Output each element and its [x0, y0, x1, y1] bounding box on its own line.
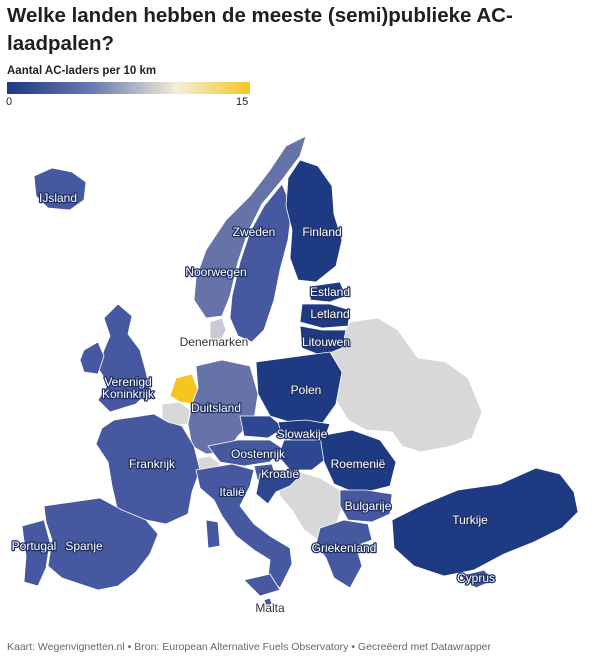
country-sweden[interactable]: [229, 183, 293, 343]
country-iceland[interactable]: [33, 167, 87, 211]
country-malta[interactable]: [263, 597, 273, 607]
label-noorwegen: Noorwegen: [185, 265, 246, 279]
country-cyprus[interactable]: [459, 569, 495, 589]
label-portugal: Portugal: [12, 539, 57, 553]
label-cyprus: Cyprus: [457, 571, 495, 585]
legend-title: Aantal AC-laders per 10 km: [7, 65, 157, 77]
label-frankrijk: Frankrijk: [129, 457, 176, 471]
label-finland: Finland: [302, 225, 341, 239]
country-france[interactable]: [95, 413, 201, 525]
label-polen: Polen: [291, 383, 322, 397]
label-bulgarije: Bulgarije: [345, 499, 392, 513]
label-litouwen: Litouwen: [302, 335, 350, 349]
country-denmark[interactable]: [209, 317, 227, 343]
country-ireland[interactable]: [79, 341, 105, 375]
country-sicily[interactable]: [243, 573, 281, 597]
label-denemarken: Denemarken: [180, 335, 249, 349]
label-slowakije: Slowakije: [277, 427, 328, 441]
country-poland[interactable]: [255, 351, 343, 425]
label-turkije: Turkije: [452, 513, 488, 527]
country-italy[interactable]: [195, 463, 293, 589]
country-finland[interactable]: [285, 159, 343, 283]
country-latvia[interactable]: [299, 303, 351, 329]
country-sardinia[interactable]: [205, 519, 221, 549]
label-ijsland: IJsland: [39, 191, 77, 205]
legend-min-label: 0: [6, 96, 13, 108]
label-zweden: Zweden: [233, 225, 276, 239]
country-czechia[interactable]: [239, 415, 285, 439]
label-griekenland: Griekenland: [312, 541, 377, 555]
legend-color-scale: [7, 82, 250, 94]
country-austria[interactable]: [207, 439, 283, 467]
country-romania[interactable]: [319, 429, 397, 495]
label-oostenrijk: Oostenrijk: [231, 447, 286, 461]
map-footer-credits: Kaart: Wegenvignetten.nl • Bron: Europea…: [7, 641, 491, 653]
map-title: Welke landen hebben de meeste (semi)publ…: [7, 4, 513, 55]
europe-map: IJsland Zweden Finland Noorwegen Estland…: [10, 135, 579, 616]
country-greece[interactable]: [315, 519, 373, 589]
label-vk-1: Verenigd: [104, 375, 151, 389]
label-kroatie: Kroatië: [261, 467, 299, 481]
label-roemenie: Roemenië: [331, 457, 386, 471]
legend-max-label: 15: [236, 96, 249, 108]
country-turkey[interactable]: [391, 467, 579, 577]
country-norway[interactable]: [193, 135, 307, 319]
country-bulgaria[interactable]: [339, 489, 393, 523]
label-duitsland: Duitsland: [191, 401, 241, 415]
label-vk-2: Koninkrijk: [102, 387, 155, 401]
label-malta: Malta: [255, 601, 285, 615]
country-croatia[interactable]: [255, 469, 301, 505]
country-lithuania[interactable]: [299, 325, 347, 357]
label-estland: Estland: [310, 285, 350, 299]
country-estonia[interactable]: [309, 281, 347, 303]
label-letland: Letland: [310, 307, 349, 321]
label-italie: Italië: [219, 485, 245, 499]
label-spanje: Spanje: [65, 539, 103, 553]
country-portugal[interactable]: [21, 519, 51, 587]
country-spain[interactable]: [43, 497, 159, 591]
